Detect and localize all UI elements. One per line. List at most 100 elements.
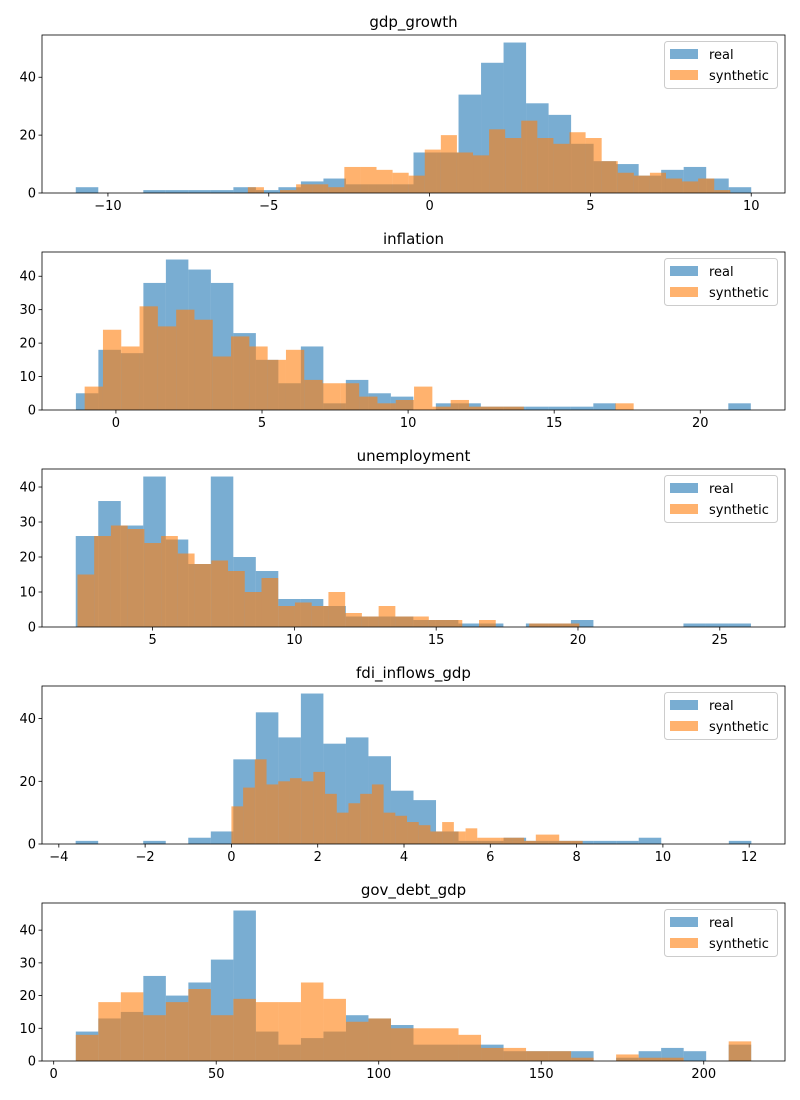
synthetic-bar <box>428 620 446 627</box>
synthetic-bar <box>649 172 666 193</box>
real-bar <box>143 190 166 193</box>
synthetic-bar <box>638 1057 662 1061</box>
synthetic-bar <box>340 383 360 410</box>
synthetic-bar <box>430 831 443 844</box>
synthetic-bar <box>110 525 128 627</box>
y-tick-label: 10 <box>19 1022 36 1037</box>
synthetic-bar <box>456 152 474 193</box>
y-tick-label: 0 <box>28 1055 36 1070</box>
y-tick-label: 30 <box>19 516 36 531</box>
synthetic-bar <box>161 536 178 627</box>
x-tick-label: 8 <box>572 850 580 865</box>
synthetic-bar <box>228 571 245 627</box>
real-bar <box>233 187 256 193</box>
synthetic-bar <box>278 606 295 627</box>
subplot-title: unemployment <box>357 447 471 465</box>
synthetic-bar <box>601 161 618 193</box>
x-tick-label: 0 <box>227 850 235 865</box>
legend-synthetic-label: synthetic <box>709 937 769 952</box>
synthetic-bar <box>360 793 372 844</box>
synthetic-bar <box>571 1057 594 1061</box>
synthetic-bar <box>361 616 379 627</box>
synthetic-bar <box>442 822 454 844</box>
synthetic-bar <box>194 319 213 410</box>
synthetic-bar <box>436 1028 459 1061</box>
x-tick-label: 15 <box>428 633 445 648</box>
synthetic-bar <box>395 616 413 627</box>
synthetic-bar <box>301 781 314 844</box>
synthetic-bar <box>465 828 478 844</box>
legend: real synthetic <box>664 475 778 523</box>
synthetic-bar <box>94 536 111 627</box>
synthetic-bar <box>143 1015 166 1061</box>
x-tick-label: 10 <box>743 199 760 214</box>
synthetic-bar <box>278 781 290 844</box>
subplot-title: inflation <box>383 230 444 248</box>
real-bar <box>570 620 594 627</box>
legend: real synthetic <box>664 258 778 306</box>
legend-real-patch <box>670 483 698 493</box>
real-bar <box>210 190 234 193</box>
synthetic-bar <box>505 138 522 193</box>
x-tick-label: −4 <box>49 850 68 865</box>
synthetic-bar <box>535 834 548 844</box>
synthetic-bar <box>585 138 602 193</box>
synthetic-bar <box>176 309 195 410</box>
real-bar <box>638 1051 662 1061</box>
synthetic-bar <box>468 406 488 410</box>
synthetic-bar <box>559 840 571 844</box>
synthetic-bar <box>285 349 305 410</box>
legend-real-patch <box>670 917 698 927</box>
y-tick-label: 40 <box>19 270 36 285</box>
series-synthetic <box>247 120 731 193</box>
synthetic-bar <box>547 834 560 844</box>
synthetic-bar <box>121 346 140 410</box>
synthetic-bar <box>77 574 95 627</box>
real-bar <box>188 190 211 193</box>
axes-frame <box>41 468 786 628</box>
synthetic-bar <box>505 406 524 410</box>
synthetic-bar <box>336 812 349 844</box>
synthetic-bar <box>503 1047 527 1061</box>
synthetic-bar <box>328 187 345 193</box>
synthetic-bar <box>453 831 466 844</box>
x-tick-label: −2 <box>136 850 155 865</box>
y-tick-label: 30 <box>19 956 36 971</box>
synthetic-bar <box>127 529 145 627</box>
synthetic-bar <box>144 543 162 627</box>
legend-synthetic-patch <box>670 70 698 80</box>
synthetic-bar <box>545 623 563 627</box>
synthetic-bar <box>412 616 429 627</box>
synthetic-bar <box>255 1002 279 1061</box>
synthetic-bar <box>714 190 731 193</box>
y-tick-label: 20 <box>19 337 36 352</box>
synthetic-bar <box>445 620 463 627</box>
legend-real-label: real <box>709 482 734 497</box>
real-bar <box>548 406 571 410</box>
synthetic-bar <box>390 1028 414 1061</box>
synthetic-bar <box>313 771 326 844</box>
synthetic-bar <box>500 837 513 844</box>
synthetic-bar <box>617 172 634 193</box>
synthetic-bar <box>477 837 489 844</box>
synthetic-bar <box>304 379 323 410</box>
real-bar <box>571 1051 594 1061</box>
x-tick-label: 12 <box>741 850 758 865</box>
series-synthetic <box>77 525 580 627</box>
y-tick-label: 20 <box>19 775 36 790</box>
synthetic-bar <box>266 784 279 844</box>
synthetic-bar <box>231 806 244 844</box>
synthetic-bar <box>243 787 255 844</box>
x-tick-label: 5 <box>586 199 594 214</box>
synthetic-bar <box>368 1018 391 1061</box>
axes-frame <box>41 34 786 194</box>
synthetic-bar <box>616 1054 639 1061</box>
synthetic-bar <box>424 149 441 193</box>
real-bar <box>188 837 211 844</box>
synthetic-bar <box>325 793 337 844</box>
y-tick-label: 10 <box>19 586 36 601</box>
subplot-inflation: 0 5 10 15 20 0 10 20 30 40 inflation real synthetic <box>19 230 786 431</box>
synthetic-bar <box>413 1028 437 1061</box>
synthetic-bar <box>296 184 313 193</box>
